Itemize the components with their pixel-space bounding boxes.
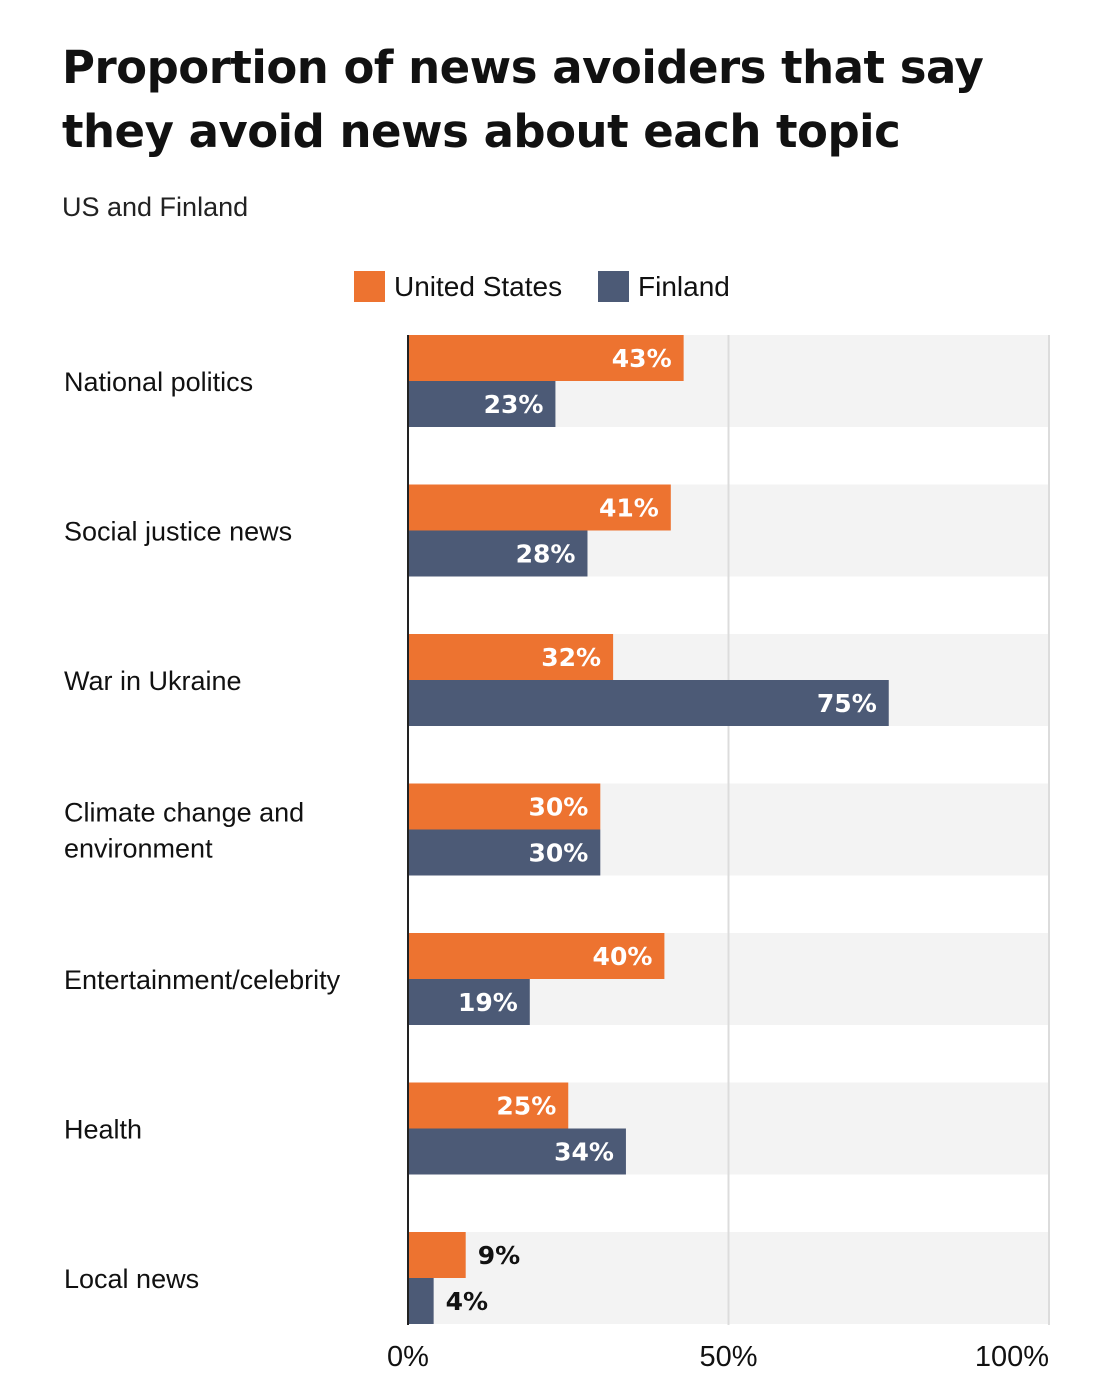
chart-title: Proportion of news avoiders that say the…	[62, 41, 984, 158]
category-label: Health	[64, 1115, 142, 1145]
bar	[408, 335, 684, 381]
legend-swatch-1	[598, 271, 629, 302]
bar	[408, 530, 588, 577]
category-label: Climate change and environment	[64, 798, 304, 864]
bar	[408, 484, 671, 531]
data-label: 9%	[478, 1241, 520, 1270]
data-label: 41%	[599, 494, 659, 523]
data-label: 23%	[484, 390, 544, 419]
bar	[408, 829, 601, 876]
data-label: 34%	[554, 1138, 614, 1167]
bar	[408, 1278, 434, 1324]
data-label: 25%	[496, 1092, 556, 1121]
data-label: 75%	[817, 689, 877, 718]
bar	[408, 783, 601, 830]
legend-label-0: United States	[394, 271, 562, 302]
legend-swatch-0	[354, 271, 385, 302]
data-label: 19%	[458, 988, 518, 1017]
bar	[408, 979, 530, 1025]
legend-label-1: Finland	[638, 271, 730, 302]
category-label: War in Ukraine	[64, 666, 242, 696]
category-label: National politics	[64, 367, 253, 397]
data-label: 30%	[528, 793, 588, 822]
category-label: Social justice news	[64, 517, 292, 547]
bar	[408, 1082, 569, 1129]
category-label: Local news	[64, 1264, 199, 1294]
bar	[408, 634, 614, 680]
data-label: 43%	[612, 344, 672, 373]
data-label: 30%	[528, 839, 588, 868]
bar	[408, 381, 556, 427]
bar	[408, 1128, 626, 1175]
data-label: 4%	[446, 1287, 488, 1316]
chart-subtitle: US and Finland	[62, 192, 249, 222]
bar	[408, 680, 889, 726]
x-tick-label: 100%	[975, 1341, 1049, 1373]
x-tick-label: 50%	[699, 1341, 757, 1373]
x-tick-label: 0%	[387, 1341, 429, 1373]
category-label: Entertainment/celebrity	[64, 965, 341, 995]
bar	[408, 1232, 466, 1278]
data-label: 32%	[541, 643, 601, 672]
bar	[408, 933, 665, 979]
data-label: 40%	[593, 942, 653, 971]
data-label: 28%	[516, 540, 576, 569]
